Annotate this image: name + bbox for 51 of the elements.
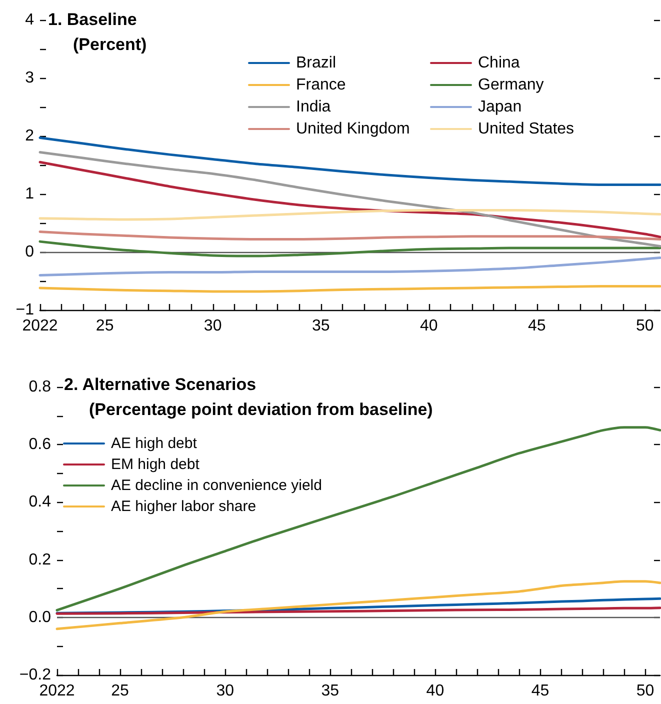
y-tick-label: −1 [16,302,34,318]
legend-label: France [296,76,346,94]
x-tick-label: 2022 [39,682,75,700]
legend-label: Brazil [296,54,336,72]
y-tick-label: 3 [25,70,34,86]
y-tick-label: −0.2 [19,666,52,684]
y-tick-label: 0.0 [28,608,52,626]
line-series [56,580,661,630]
x-tick-label: 40 [420,318,438,334]
line-series [38,136,661,186]
x-tick-label: 50 [636,318,654,334]
line-series [38,240,661,258]
x-tick-label: 30 [204,318,222,334]
line-series [38,160,661,238]
x-tick-label: 35 [321,682,340,700]
y-tick-label: 0 [25,244,34,260]
y-tick-label: 0.4 [28,494,52,511]
y-tick-label: 2 [25,128,34,144]
legend-label: EM high debt [111,456,200,473]
legend-label: AE higher labor share [111,498,256,515]
y-tick-label: 4 [25,12,34,28]
legend-label: Germany [478,76,544,94]
x-tick-label: 25 [111,682,130,700]
y-tick-label: 0.6 [28,436,52,454]
y-tick-label: 0.2 [28,551,52,568]
x-tick-label: 25 [96,318,114,334]
text: (Percentage point deviation from baseline) [89,400,433,419]
x-tick-label: 50 [636,682,654,700]
line-series [38,208,661,221]
line-series [56,426,661,612]
text: (Percent) [73,35,147,54]
legend-label: AE high debt [111,435,198,452]
x-tick-label: 45 [531,682,550,700]
x-tick-label: 2022 [22,318,58,334]
y-tick-label: 1 [25,186,34,202]
legend-label: Japan [478,98,522,116]
legend-label: United States [478,120,574,138]
chart-title: 1. Baseline [48,10,137,29]
line-series [38,150,661,248]
x-tick-label: 30 [216,682,234,700]
line-series [38,230,661,240]
x-tick-label: 35 [312,318,330,334]
legend-label: AE decline in convenience yield [111,477,322,494]
chart-title: 2. Alternative Scenarios [64,375,256,394]
x-tick-label: 40 [426,682,444,700]
line-series [38,256,661,276]
y-tick-label: 0.8 [28,378,52,396]
legend-label: India [296,98,331,116]
x-tick-label: 45 [528,318,546,334]
legend-label: China [478,54,520,72]
legend-label: United Kingdom [296,120,410,138]
